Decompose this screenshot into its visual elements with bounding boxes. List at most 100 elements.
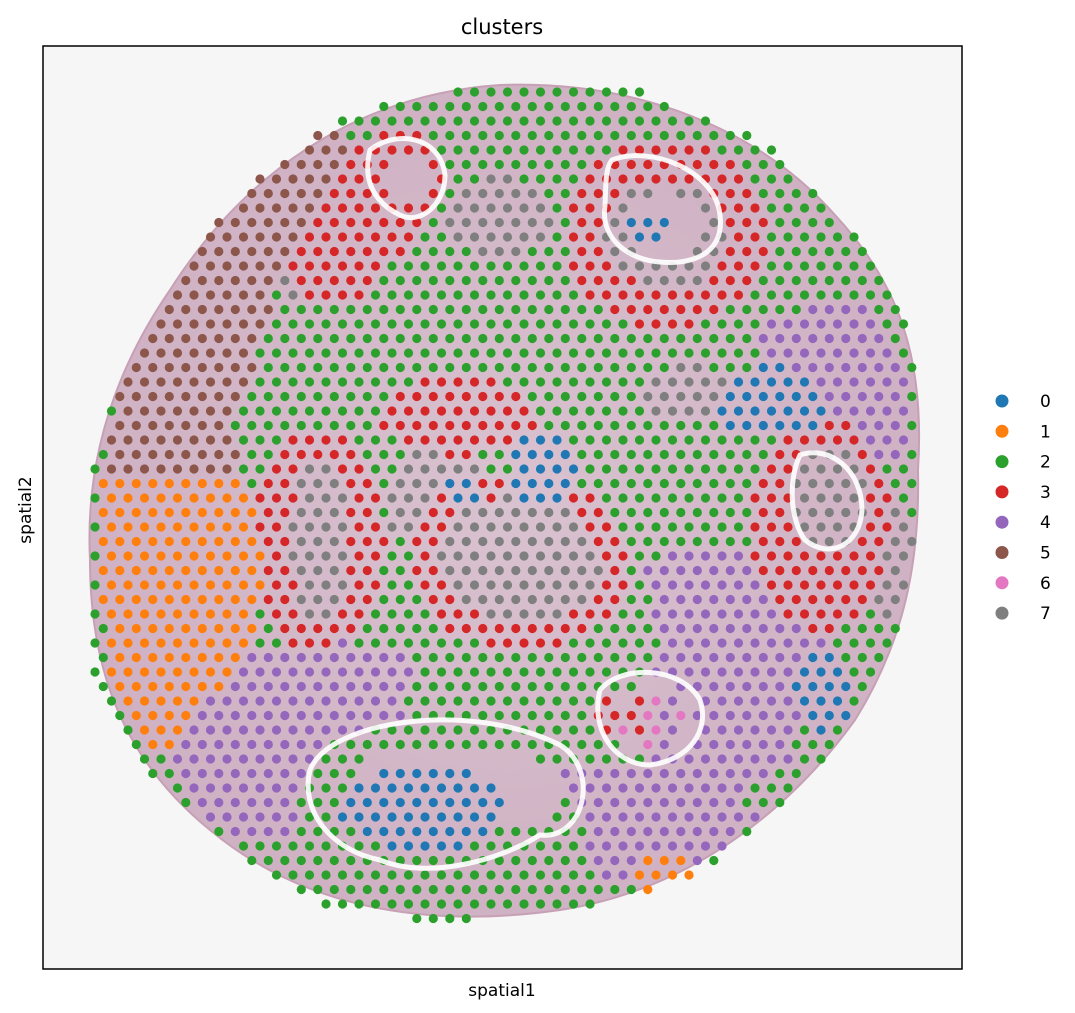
spot-cluster-4 [841,391,851,402]
spot-cluster-2 [568,174,579,184]
spot-cluster-2 [453,290,463,300]
spot-cluster-2 [321,319,331,329]
spot-cluster-3 [354,232,364,242]
spot-cluster-2 [478,101,488,112]
spot-cluster-2 [535,899,546,909]
spot-cluster-2 [519,696,529,706]
spot-cluster-0 [478,826,488,837]
spot-cluster-2 [733,522,744,532]
spot-cluster-7 [692,275,702,286]
spot-cluster-2 [577,304,587,315]
spot-cluster-4 [742,565,752,576]
spot-cluster-2 [585,377,595,387]
spot-cluster-5 [197,275,207,286]
spot-cluster-3 [329,217,339,228]
spot-cluster-4 [379,652,389,663]
spot-cluster-4 [742,652,752,663]
spot-cluster-2 [494,855,504,866]
spot-cluster-5 [172,435,183,445]
spot-cluster-5 [205,377,216,387]
spot-cluster-2 [469,290,480,300]
spot-cluster-4 [197,768,207,779]
spot-cluster-5 [189,290,199,300]
spot-cluster-0 [461,478,471,489]
spot-cluster-5 [181,304,191,315]
spot-cluster-0 [403,783,414,793]
spot-cluster-3 [568,261,579,271]
spot-cluster-3 [775,478,785,489]
spot-cluster-2 [412,884,422,895]
spot-cluster-7 [296,565,306,576]
spot-cluster-2 [626,391,636,402]
spot-cluster-7 [692,362,702,373]
spot-cluster-3 [445,623,455,634]
spot-cluster-2 [469,696,480,706]
spot-cluster-2 [469,841,480,851]
spot-cluster-0 [535,464,546,474]
spot-cluster-7 [700,377,711,387]
spot-cluster-3 [354,174,364,184]
spot-cluster-3 [321,261,331,271]
spot-cluster-3 [403,232,414,242]
spot-cluster-2 [552,667,562,677]
spot-cluster-5 [288,174,298,184]
spot-cluster-2 [659,420,669,431]
spot-cluster-2 [692,536,702,547]
spot-cluster-2 [626,449,636,460]
spot-cluster-3 [552,638,562,648]
spot-cluster-2 [90,580,100,590]
spot-cluster-2 [717,319,727,329]
spot-cluster-4 [593,797,603,808]
spot-cluster-2 [626,594,636,605]
spot-cluster-2 [874,304,884,315]
spot-cluster-2 [354,435,364,445]
spot-cluster-3 [874,478,884,489]
spot-cluster-5 [197,362,207,373]
spot-cluster-2 [436,145,447,155]
spot-cluster-2 [428,855,438,866]
spot-cluster-2 [700,116,711,126]
spot-cluster-2 [478,362,488,373]
spot-cluster-3 [560,623,570,634]
spot-cluster-2 [717,522,727,532]
spot-cluster-3 [288,261,298,271]
spot-cluster-4 [791,710,801,721]
spot-cluster-2 [255,435,265,445]
spot-cluster-1 [255,551,265,561]
spot-cluster-0 [428,797,438,808]
spot-cluster-4 [799,319,810,329]
spot-cluster-2 [329,420,339,431]
spot-cluster-5 [313,159,323,170]
spot-cluster-3 [577,246,587,257]
spot-cluster-4 [783,348,793,358]
y-axis-label: spatial2 [16,476,36,543]
spot-cluster-5 [222,261,232,271]
spot-cluster-2 [618,348,628,358]
spot-cluster-2 [428,884,438,895]
spot-cluster-4 [684,609,694,619]
spot-cluster-2 [544,652,554,663]
spot-cluster-2 [577,420,587,431]
spot-cluster-4 [684,638,694,648]
spot-cluster-1 [172,609,183,619]
spot-cluster-7 [527,217,537,228]
spot-cluster-2 [370,348,381,358]
spot-cluster-4 [255,725,265,735]
spot-cluster-7 [882,609,892,619]
spot-cluster-3 [453,609,463,619]
spot-cluster-2 [453,145,463,155]
spot-cluster-3 [494,623,504,634]
spot-cluster-3 [849,609,859,619]
spot-cluster-5 [238,261,249,271]
spot-cluster-4 [890,362,900,373]
spot-cluster-2 [725,478,735,489]
spot-cluster-2 [90,493,100,503]
spot-cluster-2 [775,217,785,228]
spot-cluster-3 [362,188,372,199]
spot-cluster-0 [494,797,504,808]
spot-cluster-4 [659,797,669,808]
spot-cluster-2 [568,696,579,706]
spot-cluster-1 [222,609,232,619]
spot-cluster-3 [346,188,356,199]
